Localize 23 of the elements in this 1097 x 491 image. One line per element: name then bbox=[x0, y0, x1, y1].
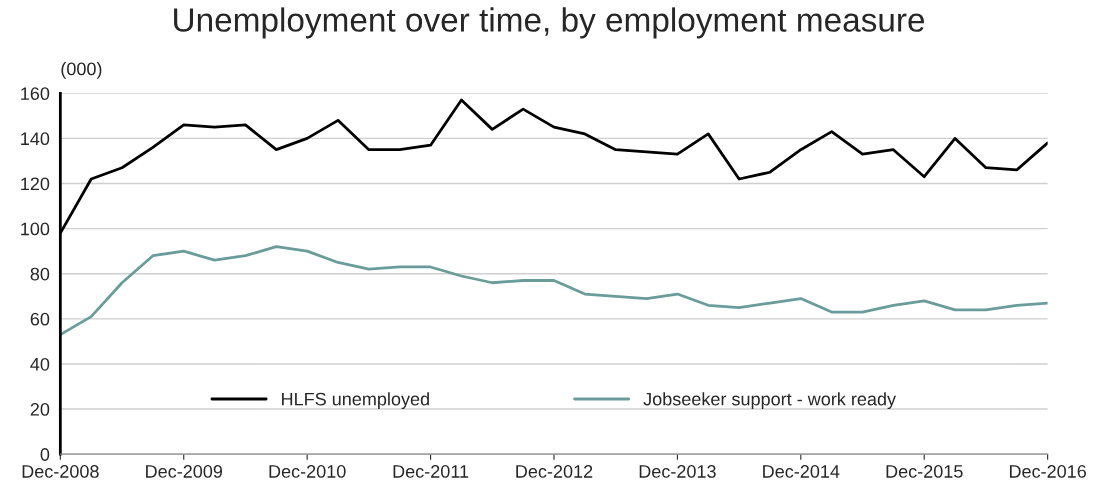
x-tick-label: Dec-2015 bbox=[886, 465, 963, 478]
y-axis-title: (000) bbox=[61, 62, 102, 79]
y-tick-label: 120 bbox=[21, 177, 50, 191]
chart-title: Unemployment over time, by employment measure bbox=[174, 7, 925, 39]
x-tick-label: Dec-2011 bbox=[393, 465, 469, 478]
y-tick-label: 40 bbox=[30, 357, 50, 371]
x-tick-label: Dec-2014 bbox=[763, 465, 840, 478]
x-tick-label: Dec-2009 bbox=[146, 465, 223, 478]
y-tick-label: 0 bbox=[40, 448, 50, 461]
x-tick-label: Dec-2016 bbox=[1009, 465, 1086, 478]
x-tick-label: Dec-2010 bbox=[269, 465, 346, 478]
line-series bbox=[60, 245, 1048, 337]
y-tick-label: 140 bbox=[21, 132, 50, 146]
y-tick-label: 160 bbox=[21, 87, 50, 101]
x-tick-label: Dec-2008 bbox=[22, 465, 99, 478]
y-tick-label: 20 bbox=[30, 403, 50, 416]
x-tick-label: Dec-2013 bbox=[639, 465, 716, 478]
legend-label: Jobseeker support - work ready bbox=[643, 392, 897, 410]
y-tick-label: 60 bbox=[30, 312, 50, 326]
y-tick-label: 100 bbox=[21, 222, 50, 236]
x-tick-label: Dec-2012 bbox=[516, 465, 593, 478]
legend-label: HLFS unemployed bbox=[282, 392, 429, 410]
y-tick-label: 80 bbox=[30, 267, 50, 281]
